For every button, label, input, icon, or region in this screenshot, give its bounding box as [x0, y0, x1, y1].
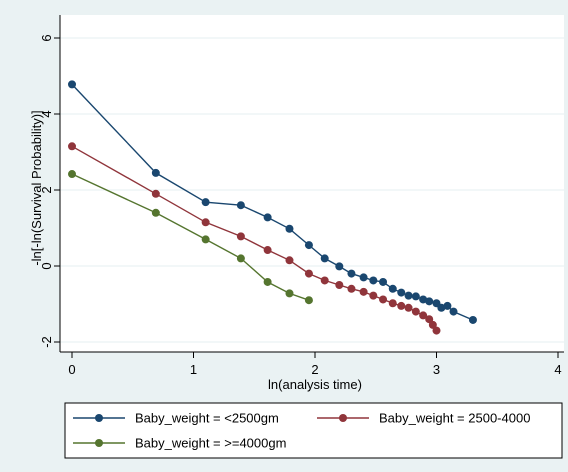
x-tick-label: 3	[433, 362, 440, 377]
legend-marker	[339, 414, 347, 422]
data-point	[425, 297, 434, 306]
data-point	[263, 213, 272, 222]
data-point	[404, 291, 413, 300]
x-tick-label: 4	[554, 362, 561, 377]
data-point	[419, 311, 428, 320]
data-point	[320, 276, 329, 285]
data-point	[443, 301, 452, 310]
data-point	[151, 189, 160, 198]
data-point	[201, 235, 210, 244]
legend-label: Baby_weight = 2500-4000	[379, 411, 530, 426]
legend-item: Baby_weight = >=4000gm	[73, 436, 286, 451]
y-tick-label: -2	[39, 336, 54, 348]
x-axis-label: ln(analysis time)	[268, 377, 362, 392]
legend: Baby_weight = <2500gm Baby_weight = 2500-…	[73, 411, 530, 451]
plot-area	[60, 15, 564, 352]
data-point	[347, 269, 356, 278]
legend-box	[64, 402, 563, 459]
data-point	[236, 254, 245, 263]
data-point	[369, 291, 378, 300]
series-layer	[68, 80, 477, 335]
legend-label: Baby_weight = >=4000gm	[135, 436, 286, 451]
axis-ticks: -2 0 2 4 6 0 1 2 3 4	[39, 34, 562, 377]
data-point	[388, 284, 397, 293]
data-point	[397, 301, 406, 310]
x-tick-label: 2	[311, 362, 318, 377]
data-point	[379, 277, 388, 286]
data-point	[304, 296, 313, 305]
data-point	[236, 201, 245, 210]
data-point	[335, 281, 344, 289]
y-tick-label: 4	[39, 110, 54, 117]
series-2	[68, 142, 441, 335]
data-point	[68, 170, 76, 179]
data-point	[201, 198, 210, 207]
legend-marker	[95, 414, 103, 422]
y-tick-label: 0	[39, 262, 54, 269]
x-tick-label: 0	[68, 362, 75, 377]
data-point	[437, 303, 446, 312]
data-point	[304, 241, 313, 250]
data-point	[379, 295, 388, 304]
data-point	[285, 224, 294, 233]
data-point	[263, 246, 272, 255]
data-point	[335, 262, 344, 271]
data-point	[404, 303, 413, 312]
data-point	[449, 307, 458, 316]
data-point	[285, 256, 294, 265]
data-point	[359, 287, 368, 296]
data-point	[68, 142, 76, 151]
y-tick-label: 2	[39, 186, 54, 193]
data-point	[411, 307, 420, 316]
data-point	[151, 168, 160, 177]
data-point	[347, 284, 356, 293]
data-point	[428, 320, 437, 329]
data-point	[468, 315, 477, 324]
legend-label: Baby_weight = <2500gm	[135, 411, 279, 426]
data-point	[432, 326, 441, 335]
legend-item: Baby_weight = <2500gm	[73, 411, 279, 426]
gridlines	[60, 37, 564, 343]
data-point	[369, 276, 378, 285]
data-point	[388, 299, 397, 308]
data-point	[320, 254, 329, 263]
legend-marker	[95, 439, 103, 447]
data-point	[263, 277, 272, 286]
data-point	[359, 273, 368, 282]
data-point	[397, 288, 406, 297]
data-point	[151, 208, 160, 217]
data-point	[68, 80, 76, 89]
series-1	[68, 80, 477, 324]
data-point	[411, 292, 420, 301]
x-tick-label: 1	[190, 362, 197, 377]
data-point	[419, 295, 428, 304]
legend-item: Baby_weight = 2500-4000	[317, 411, 530, 426]
data-point	[425, 315, 434, 324]
data-point	[201, 218, 210, 227]
series-3	[68, 170, 313, 305]
data-point	[285, 289, 294, 298]
data-point	[236, 232, 245, 241]
y-axis-label: -ln[-ln(Survival Probability)]	[29, 110, 44, 265]
data-point	[304, 269, 313, 278]
y-tick-label: 6	[39, 34, 54, 41]
